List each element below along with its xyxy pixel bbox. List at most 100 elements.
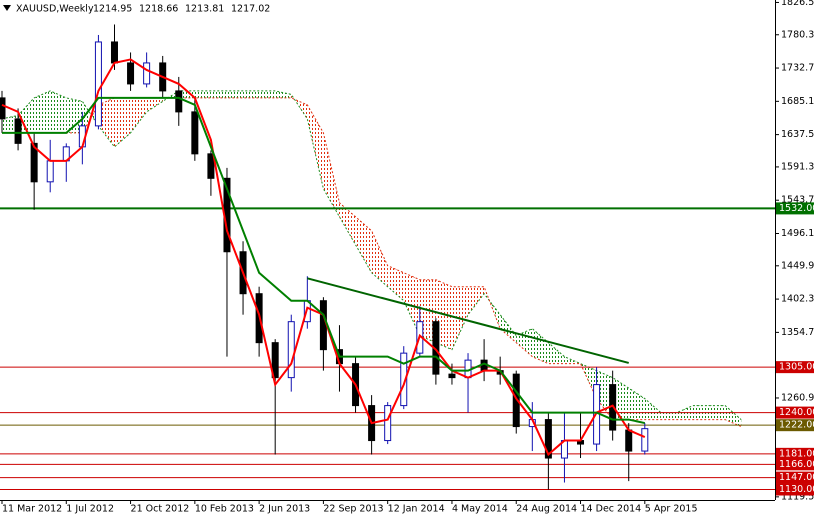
header-ohlc-value: 1217.02 <box>231 4 270 15</box>
x-tick-label: 24 Aug 2014 <box>516 504 577 515</box>
cloud-segment <box>210 90 227 98</box>
cloud-segment <box>564 356 581 364</box>
candle-body <box>143 62 151 85</box>
y-tick-label: 1402.30 <box>781 294 814 305</box>
y-tick-label: 1260.90 <box>781 392 814 403</box>
cloud-segment <box>548 342 565 364</box>
cloud-segment <box>307 104 324 189</box>
x-tick-label: 1 Jul 2012 <box>66 504 114 515</box>
x-tick-label: 22 Sep 2013 <box>323 504 383 515</box>
cloud-segment <box>275 90 292 98</box>
cloud-segment <box>130 97 147 133</box>
cloud-segment <box>323 132 340 217</box>
plot-area <box>0 24 775 491</box>
cloud-segment <box>34 90 51 133</box>
candle-body <box>287 321 295 379</box>
y-tick-label: 1685.10 <box>781 96 814 107</box>
candle-body <box>110 41 118 64</box>
cloud-segment <box>98 97 115 147</box>
candle-body <box>625 429 633 452</box>
y-tick-label: 1543.70 <box>781 195 814 206</box>
cloud-segment <box>644 398 661 420</box>
candle-body <box>191 111 199 155</box>
candle-body <box>448 373 456 379</box>
candle-body <box>127 62 135 85</box>
x-tick-label: 5 Apr 2015 <box>645 504 698 515</box>
y-tick-label: 1449.90 <box>781 260 814 271</box>
cloud-segment <box>2 115 19 133</box>
header-ohlc-value: 1213.81 <box>185 4 224 15</box>
level-box <box>776 483 814 496</box>
cloud-segment <box>468 286 485 315</box>
candle-body <box>384 405 392 442</box>
symbol-title: XAUUSD,Weekly <box>16 4 94 15</box>
cloud-segment <box>500 314 517 343</box>
x-tick-label: 14 Dec 2014 <box>581 504 642 515</box>
cloud-segment <box>387 265 404 301</box>
level-label: 1240.00 <box>779 407 814 418</box>
y-tick-label: 1637.50 <box>781 129 814 140</box>
cloud-segment <box>628 388 645 420</box>
candle-body <box>175 90 183 113</box>
y-tick-label: 1732.70 <box>781 63 814 74</box>
candle-body <box>14 118 22 144</box>
x-tick-label: 10 Feb 2013 <box>195 504 254 515</box>
cloud-segment <box>660 412 677 420</box>
header-ohlc-value: 1218.66 <box>139 4 178 15</box>
cloud-segment <box>355 216 372 273</box>
header-ohlc: 1214.95 1218.66 1213.81 1217.02 <box>93 4 270 15</box>
candle-body <box>30 142 38 183</box>
level-box <box>776 447 814 460</box>
y-tick-label: 1354.70 <box>781 327 814 338</box>
trendline <box>307 277 629 364</box>
level-box <box>776 202 814 215</box>
x-tick-label: 12 Jan 2014 <box>388 504 445 515</box>
cloud-segment <box>259 90 276 98</box>
x-tick-label: 4 May 2014 <box>452 504 508 515</box>
level-label: 1166.00 <box>779 459 814 470</box>
indicator-line <box>2 96 646 425</box>
header-ohlc-value: 1214.95 <box>93 4 132 15</box>
candle-body <box>46 160 54 183</box>
candle-body <box>207 153 215 179</box>
cloud-segment <box>612 377 629 420</box>
level-label: 1305.00 <box>779 362 814 373</box>
cloud-segment <box>18 97 35 133</box>
y-tick-label: 1591.30 <box>781 161 814 172</box>
y-tick-label: 1780.30 <box>781 29 814 40</box>
cloud-segment <box>146 97 163 112</box>
candle-body <box>319 300 327 351</box>
candle-body <box>544 419 552 459</box>
y-tick-label: 1119.50 <box>781 491 814 502</box>
level-box <box>776 361 814 374</box>
menu-arrow[interactable] <box>3 5 11 11</box>
level-label: 1147.00 <box>779 472 814 483</box>
level-box <box>776 406 814 419</box>
cloud-segment <box>66 97 83 133</box>
y-tick-label: 1496.10 <box>781 228 814 239</box>
level-label: 1181.00 <box>779 448 814 459</box>
cloud-segment <box>243 90 260 98</box>
cloud-segment <box>403 272 420 336</box>
x-tick-label: 2 Jun 2013 <box>259 504 310 515</box>
level-box <box>776 419 814 432</box>
level-label: 1532.00 <box>779 203 814 214</box>
cloud-segment <box>725 405 742 427</box>
cloud-segment <box>114 97 131 147</box>
y-tick-label: 1826.50 <box>781 0 814 8</box>
level-label: 1222.00 <box>779 420 814 431</box>
cloud-segment <box>371 230 388 287</box>
x-tick-label: 21 Oct 2012 <box>131 504 190 515</box>
candle-body <box>641 428 649 452</box>
level-box <box>776 471 814 484</box>
x-tick-label: 11 Mar 2012 <box>2 504 62 515</box>
candle-body <box>512 373 520 428</box>
cloud-segment <box>339 202 356 245</box>
cloud-segment <box>50 90 67 133</box>
candle-body <box>271 342 279 379</box>
candle-body <box>94 41 102 127</box>
candle-body <box>0 97 6 120</box>
cloud-span-a <box>1 90 742 420</box>
